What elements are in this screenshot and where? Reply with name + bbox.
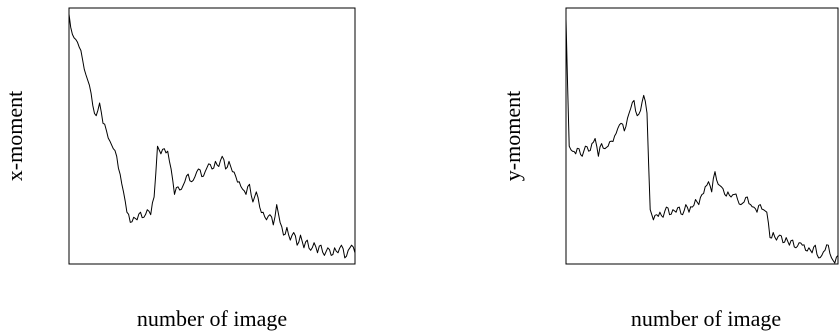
y-moment-x-axis-label: number of image bbox=[631, 306, 781, 331]
y-moment-plot-frame bbox=[565, 7, 839, 265]
x-moment-series-line bbox=[68, 14, 356, 259]
y-moment-y-axis-label: y-moment bbox=[500, 91, 525, 181]
y-moment-chart: y-moment number of image bbox=[500, 7, 839, 331]
x-moment-x-axis-label: number of image bbox=[137, 306, 287, 331]
x-moment-plot-frame bbox=[68, 7, 356, 265]
y-moment-series-line bbox=[565, 19, 839, 264]
x-moment-chart: x-moment number of image bbox=[2, 7, 356, 331]
x-moment-y-axis-label: x-moment bbox=[2, 91, 27, 181]
